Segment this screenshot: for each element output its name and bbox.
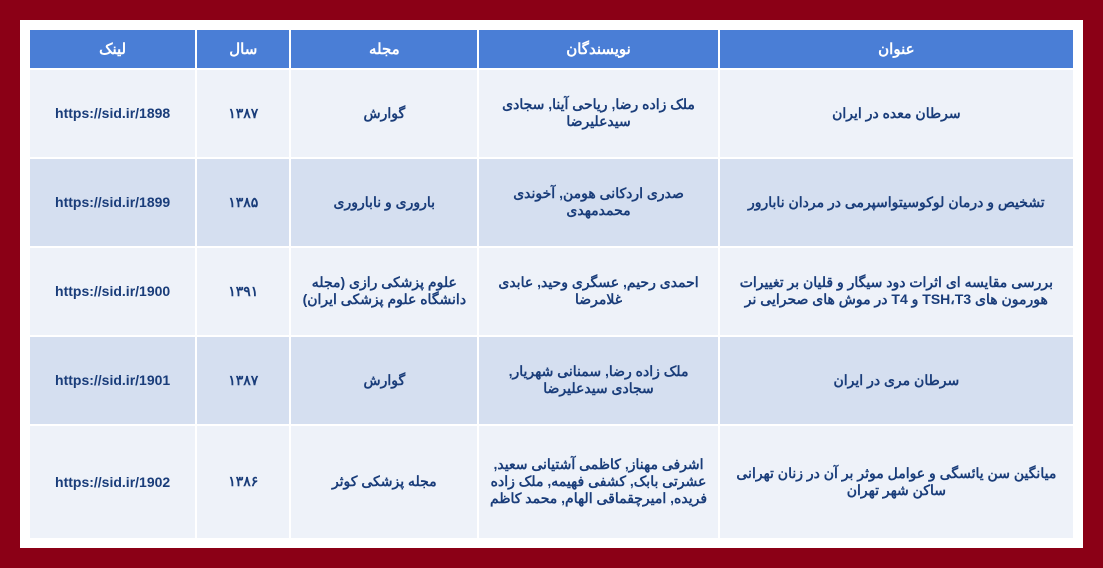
- cell-journal: علوم پزشکی رازی (مجله دانشگاه علوم پزشکی…: [290, 247, 478, 336]
- articles-table: عنوان نویسندگان مجله سال لینک سرطان معده…: [28, 28, 1075, 540]
- table-row: سرطان معده در ایران ملک زاده رضا, ریاحی …: [29, 69, 1074, 158]
- cell-journal: گوارش: [290, 69, 478, 158]
- cell-year: ۱۳۸۷: [196, 69, 290, 158]
- header-authors: نویسندگان: [478, 29, 718, 69]
- header-link: لینک: [29, 29, 196, 69]
- cell-year: ۱۳۸۷: [196, 336, 290, 425]
- outer-frame: عنوان نویسندگان مجله سال لینک سرطان معده…: [0, 0, 1103, 568]
- cell-journal: گوارش: [290, 336, 478, 425]
- header-journal: مجله: [290, 29, 478, 69]
- cell-title: بررسی مقایسه ای اثرات دود سیگار و قلیان …: [719, 247, 1074, 336]
- cell-title: میانگین سن یائسگی و عوامل موثر بر آن در …: [719, 425, 1074, 539]
- cell-year: ۱۳۸۶: [196, 425, 290, 539]
- cell-journal: باروری و ناباروری: [290, 158, 478, 247]
- cell-link[interactable]: https://sid.ir/1898: [29, 69, 196, 158]
- table-row: میانگین سن یائسگی و عوامل موثر بر آن در …: [29, 425, 1074, 539]
- table-row: تشخیص و درمان لوکوسیتواسپرمی در مردان نا…: [29, 158, 1074, 247]
- cell-authors: ملک زاده رضا, ریاحی آینا, سجادی سیدعلیرض…: [478, 69, 718, 158]
- header-title: عنوان: [719, 29, 1074, 69]
- cell-link[interactable]: https://sid.ir/1899: [29, 158, 196, 247]
- cell-authors: ملک زاده رضا, سمنانی شهریار, سجادی سیدعل…: [478, 336, 718, 425]
- cell-title: سرطان مری در ایران: [719, 336, 1074, 425]
- table-header-row: عنوان نویسندگان مجله سال لینک: [29, 29, 1074, 69]
- cell-authors: صدری اردکانی هومن, آخوندی محمدمهدی: [478, 158, 718, 247]
- cell-link[interactable]: https://sid.ir/1902: [29, 425, 196, 539]
- table-body: سرطان معده در ایران ملک زاده رضا, ریاحی …: [29, 69, 1074, 539]
- table-row: بررسی مقایسه ای اثرات دود سیگار و قلیان …: [29, 247, 1074, 336]
- cell-authors: اشرفی مهناز, کاظمی آشتیانی سعید, عشرتی ب…: [478, 425, 718, 539]
- cell-link[interactable]: https://sid.ir/1901: [29, 336, 196, 425]
- header-year: سال: [196, 29, 290, 69]
- cell-title: تشخیص و درمان لوکوسیتواسپرمی در مردان نا…: [719, 158, 1074, 247]
- table-row: سرطان مری در ایران ملک زاده رضا, سمنانی …: [29, 336, 1074, 425]
- cell-year: ۱۳۹۱: [196, 247, 290, 336]
- cell-year: ۱۳۸۵: [196, 158, 290, 247]
- cell-authors: احمدی رحیم, عسگری وحید, عابدی غلامرضا: [478, 247, 718, 336]
- cell-title: سرطان معده در ایران: [719, 69, 1074, 158]
- inner-frame: عنوان نویسندگان مجله سال لینک سرطان معده…: [20, 20, 1083, 548]
- cell-journal: مجله پزشکی کوثر: [290, 425, 478, 539]
- cell-link[interactable]: https://sid.ir/1900: [29, 247, 196, 336]
